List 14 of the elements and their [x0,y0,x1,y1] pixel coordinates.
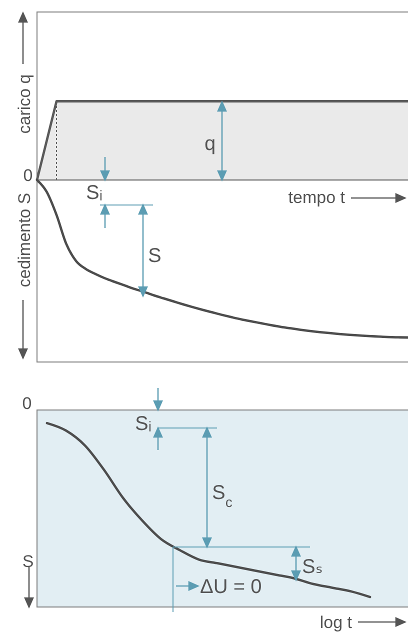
annotation: q [204,133,216,155]
x-axis-title: tempo t [288,188,346,207]
annotation: Sₛ [302,556,323,578]
annotation: Sᵢ [86,182,102,204]
text: 0 [22,394,32,412]
y-axis-title: S [22,552,34,570]
annotation: ΔU = 0 [200,576,262,598]
annotation: S$_{c}$ [212,482,232,510]
annotation: S [148,245,162,267]
annotation: Sᵢ [135,413,152,435]
text: 0 [23,166,33,184]
y-axis-title: carico q [14,74,34,134]
x-axis-title: log t [320,613,352,632]
text: cedimento S [14,192,34,288]
